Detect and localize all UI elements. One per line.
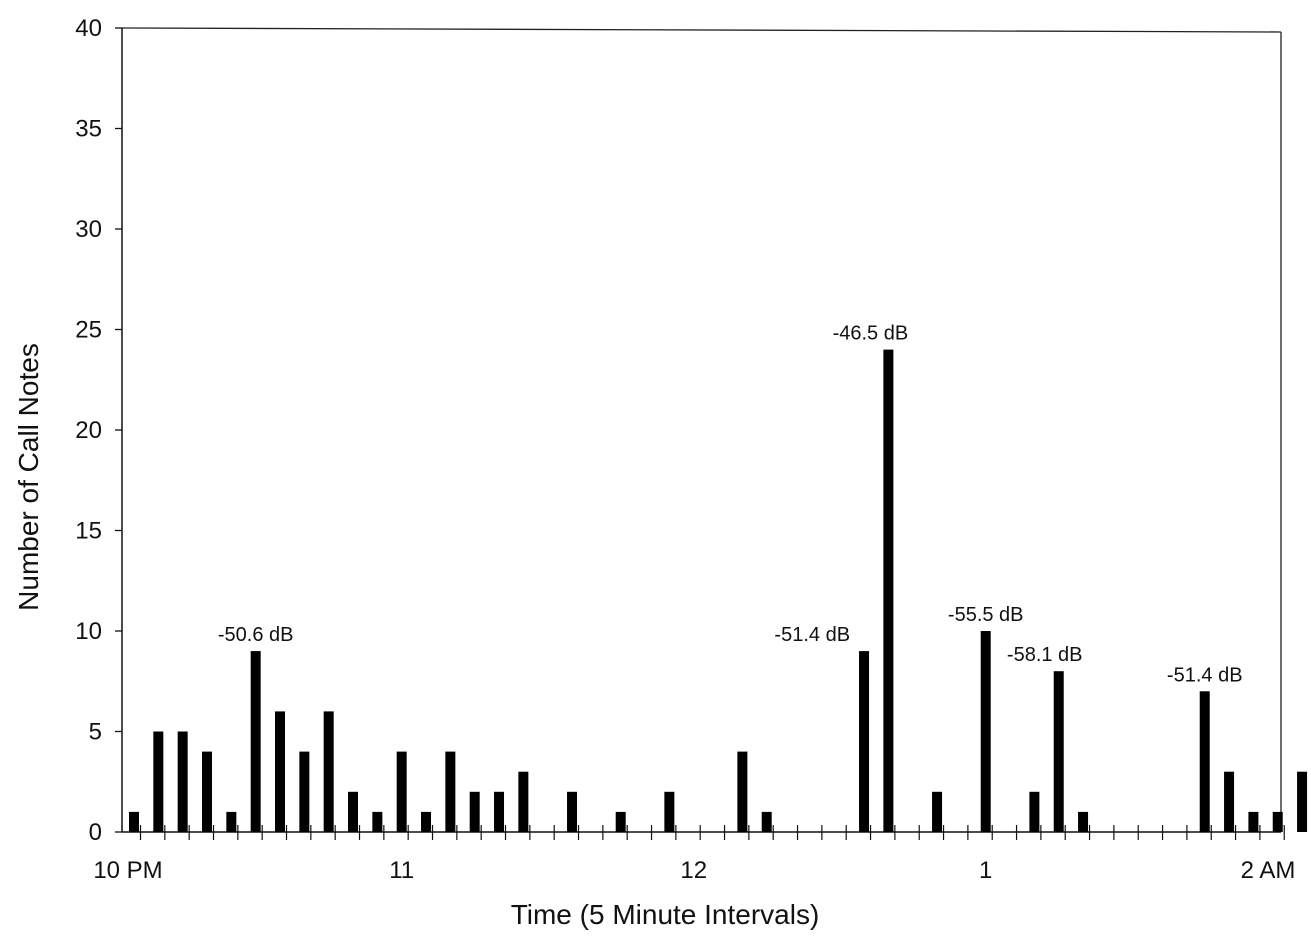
bar [518, 771, 529, 832]
bar-annotation: -50.6 dB [218, 624, 294, 646]
bar [275, 711, 286, 832]
annotations: -50.6 dB -51.4 dB -46.5 dB -55.5 dB -58.1 dB… [218, 323, 1243, 687]
bar [348, 791, 359, 832]
bar [202, 751, 213, 832]
bar [226, 811, 237, 832]
bar [1224, 771, 1235, 832]
bar-annotation: -51.4 dB [1167, 664, 1243, 686]
bar [615, 811, 626, 832]
bar [980, 631, 991, 832]
bar [1078, 811, 1089, 832]
bar [1029, 791, 1040, 832]
x-tick-label: 10 PM [93, 857, 162, 884]
bar [469, 791, 480, 832]
bar [1297, 771, 1308, 832]
y-tick-label: 35 [75, 116, 102, 143]
bar [1248, 811, 1259, 832]
y-tick-label: 25 [75, 317, 102, 344]
bar [1053, 671, 1064, 832]
y-tick-label: 15 [75, 518, 102, 545]
bar [445, 751, 456, 832]
bar-annotation: -55.5 dB [948, 604, 1024, 626]
bar [177, 731, 188, 832]
y-tick-label: 0 [89, 819, 102, 846]
bar-annotation: -58.1 dB [1007, 644, 1083, 666]
y-axis: 0 5 10 15 20 25 30 35 40 [75, 15, 122, 846]
frame-top [121, 27, 1282, 33]
y-axis-title: Number of Call Notes [13, 343, 44, 611]
bar [323, 711, 334, 832]
x-tick-label: 11 [389, 857, 414, 884]
y-tick-label: 40 [75, 15, 102, 42]
y-tick-label: 30 [75, 216, 102, 243]
bar [859, 651, 870, 832]
x-tick-label: 12 [680, 857, 707, 884]
bar [250, 651, 261, 832]
bar [761, 811, 772, 832]
bar [421, 811, 432, 832]
bar [1272, 811, 1283, 832]
x-axis: 10 PM 11 12 1 2 AM [93, 825, 1295, 884]
x-tick-label: 1 [979, 857, 992, 884]
bar [494, 791, 505, 832]
bar [567, 791, 578, 832]
y-tick-label: 10 [75, 618, 102, 645]
x-axis-title: Time (5 Minute Intervals) [511, 899, 820, 930]
y-tick-label: 20 [75, 417, 102, 444]
bar [883, 349, 894, 832]
bar [737, 751, 748, 832]
bar-annotation: -46.5 dB [833, 323, 909, 345]
bar [664, 791, 675, 832]
bar [396, 751, 407, 832]
bar [299, 751, 310, 832]
plot-frame [121, 27, 1282, 833]
bar [932, 791, 943, 832]
bar-series [129, 349, 1308, 832]
bar [1199, 691, 1210, 832]
bar [129, 811, 139, 832]
bar-annotation: -51.4 dB [774, 624, 850, 646]
y-tick-label: 5 [89, 719, 102, 746]
x-tick-label: 2 AM [1241, 857, 1296, 884]
bar [372, 811, 383, 832]
bar [153, 731, 164, 832]
